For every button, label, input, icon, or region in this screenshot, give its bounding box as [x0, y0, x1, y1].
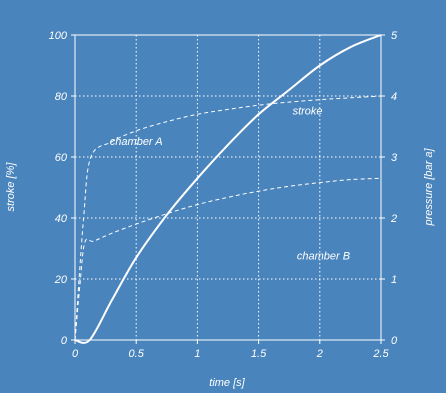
plot-frame	[74, 34, 382, 341]
axes	[71, 34, 385, 344]
x-tick-label-4: 2	[316, 348, 323, 360]
x-tick-label-5: 2.5	[372, 348, 389, 360]
annotation-stroke: stroke	[293, 105, 323, 117]
y-right-tick-label-5: 5	[391, 30, 398, 42]
y-left-tick-label-0: 0	[61, 335, 68, 347]
y-left-tick-label-1: 20	[54, 274, 68, 286]
x-tick-label-0: 0	[72, 348, 79, 360]
series-lines	[74, 34, 382, 344]
y-axis-left-label: stroke [%]	[5, 162, 17, 212]
y-right-tick-label-4: 4	[391, 91, 397, 103]
y-left-tick-label-4: 80	[55, 91, 68, 103]
series-line-chamber-b	[74, 177, 382, 341]
series-line-stroke	[74, 34, 382, 344]
y-axis-right-label: pressure [bar a]	[423, 148, 435, 227]
x-tick-label-1: 0.5	[129, 348, 145, 360]
y-left-tick-label-5: 100	[49, 30, 68, 42]
annotation-chamber-b: chamber B	[297, 250, 350, 262]
x-tick-label-2: 1	[194, 348, 200, 360]
y-right-tick-label-0: 0	[391, 335, 398, 347]
x-axis-label: time [s]	[209, 377, 245, 389]
y-left-tick-label-2: 40	[55, 213, 68, 225]
y-right-tick-label-1: 1	[391, 274, 397, 286]
y-right-tick-label-3: 3	[391, 152, 398, 164]
y-right-tick-label-2: 2	[390, 213, 397, 225]
y-left-tick-label-3: 60	[55, 152, 68, 164]
series-line-chamber-a	[74, 95, 382, 341]
grid	[75, 35, 381, 340]
x-tick-label-3: 1.5	[251, 348, 267, 360]
annotation-chamber-a: chamber A	[110, 136, 163, 148]
annotations: stroke chamber A chamber B	[110, 105, 350, 262]
